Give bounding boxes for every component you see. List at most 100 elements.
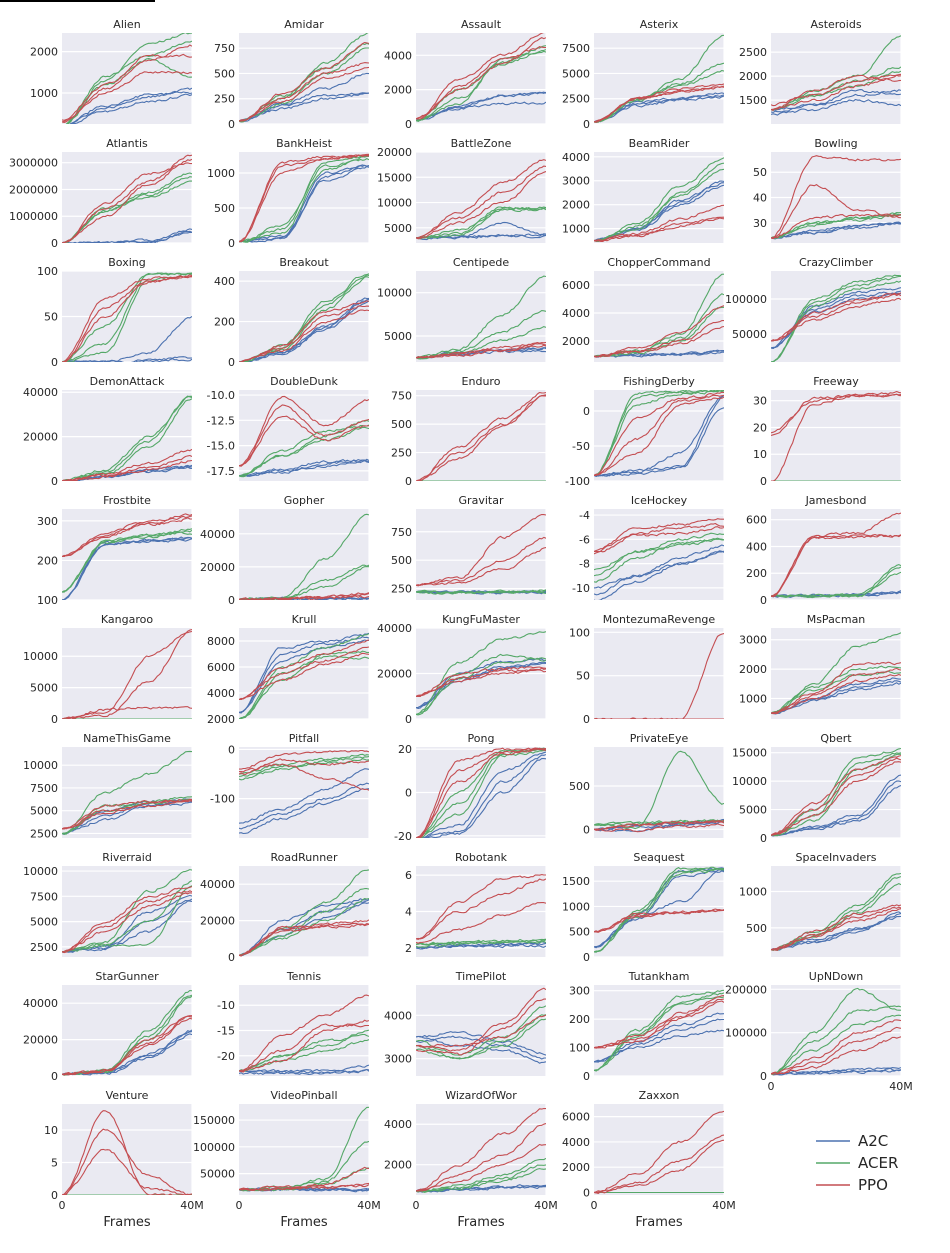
series-line-ppo xyxy=(239,404,369,467)
series-line-acer xyxy=(62,176,192,243)
series-line-ppo xyxy=(62,158,192,243)
subplot-fishingderby: 0 -50 -100 FishingDerby xyxy=(565,375,725,488)
y-tick-label: 2000 xyxy=(562,199,590,212)
series-line-a2c xyxy=(416,942,546,950)
subplot-montezumarevenge: 0 50 100 MontezumaRevenge xyxy=(569,613,725,726)
series-line-ppo xyxy=(594,394,724,476)
y-tick-label: 1000 xyxy=(739,692,767,705)
subplot-title: StarGunner xyxy=(95,970,159,983)
series-line-ppo xyxy=(416,343,546,359)
y-tick-label: 2000 xyxy=(739,70,767,83)
series-line-ppo xyxy=(416,546,546,587)
series-line-ppo xyxy=(771,293,901,342)
series-line-acer xyxy=(594,989,724,1072)
series-line-acer xyxy=(239,1039,369,1072)
y-tick-label: -15.0 xyxy=(207,440,235,453)
y-tick-label: 300 xyxy=(37,515,58,528)
y-tick-label: 100 xyxy=(569,1042,590,1055)
x-tick-label: 0 xyxy=(591,1199,598,1212)
y-tick-label: 0 xyxy=(583,405,590,418)
y-tick-label: 40000 xyxy=(200,528,235,541)
y-tick-label: 40 xyxy=(753,192,767,205)
series-line-a2c xyxy=(239,788,369,835)
y-tick-label: 5000 xyxy=(384,222,412,235)
y-tick-label: -10 xyxy=(572,582,590,595)
series-line-a2c xyxy=(416,91,546,122)
series-line-a2c xyxy=(594,550,724,600)
series-line-a2c xyxy=(62,358,192,362)
subplot-frostbite: 100 200 300 Frostbite xyxy=(37,494,193,607)
y-tick-label: 200 xyxy=(569,1013,590,1026)
series-line-a2c xyxy=(416,658,546,709)
y-tick-label: 5000 xyxy=(739,804,767,817)
series-line-acer xyxy=(416,207,546,240)
y-tick-label: 0 xyxy=(583,1070,590,1083)
series-line-acer xyxy=(239,633,369,719)
subplot-breakout: 0 200 400 Breakout xyxy=(214,256,370,369)
series-line-ppo xyxy=(771,757,901,836)
y-tick-label: 250 xyxy=(214,93,235,106)
series-line-a2c xyxy=(68,93,192,124)
series-line-acer xyxy=(416,50,546,122)
series-line-ppo xyxy=(771,673,901,714)
series-line-acer xyxy=(594,306,724,358)
series-line-a2c xyxy=(239,164,369,243)
y-tick-label: 750 xyxy=(391,390,412,403)
series-line-ppo xyxy=(771,761,901,836)
series-line-acer xyxy=(594,538,724,571)
series-line-ppo xyxy=(594,320,724,358)
series-line-acer xyxy=(239,897,369,957)
series-line-ppo xyxy=(62,513,192,558)
subplot-enduro: 0 250 500 750 Enduro xyxy=(391,375,547,488)
series-line-acer xyxy=(62,528,192,593)
y-tick-label: 200 xyxy=(746,567,767,580)
subplot-title: Breakout xyxy=(279,256,329,269)
series-line-acer xyxy=(594,532,724,577)
series-line-ppo xyxy=(594,995,724,1049)
y-tick-label: -6 xyxy=(579,533,590,546)
subplot-atlantis: 0 1000000 2000000 3000000 Atlantis xyxy=(9,137,193,250)
series-line-ppo xyxy=(62,275,192,362)
series-line-a2c xyxy=(239,632,369,714)
y-tick-label: 2000000 xyxy=(9,183,58,196)
series-line-acer xyxy=(594,162,724,242)
series-line-ppo xyxy=(594,823,724,833)
series-line-acer xyxy=(62,395,192,481)
y-tick-label: 2000 xyxy=(207,713,235,726)
series-line-acer xyxy=(416,1018,546,1060)
plot-area xyxy=(771,33,901,124)
x-axis-label: Frames xyxy=(457,1215,505,1230)
y-tick-label: 20000 xyxy=(200,561,235,574)
y-tick-label: 0 xyxy=(405,118,412,131)
series-line-ppo xyxy=(239,1019,369,1073)
y-tick-label: 500 xyxy=(391,554,412,567)
series-line-acer xyxy=(594,867,724,953)
y-tick-label: 20000 xyxy=(200,915,235,928)
series-line-acer xyxy=(771,1014,901,1076)
series-line-ppo xyxy=(416,669,546,697)
series-line-a2c xyxy=(771,780,901,836)
subplot-title: SpaceInvaders xyxy=(796,851,877,864)
series-line-acer xyxy=(771,280,901,362)
y-tick-label: 10 xyxy=(753,448,767,461)
y-tick-label: 500 xyxy=(214,67,235,80)
series-line-a2c xyxy=(416,754,546,838)
series-line-acer xyxy=(239,426,369,477)
series-line-ppo xyxy=(239,646,369,700)
subplot-title: MsPacman xyxy=(807,613,866,626)
series-line-ppo xyxy=(416,391,546,481)
series-line-ppo xyxy=(594,204,724,242)
y-tick-label: 2000 xyxy=(562,335,590,348)
series-line-acer xyxy=(594,390,724,476)
y-tick-label: -8 xyxy=(579,558,590,571)
subplot-title: Gopher xyxy=(284,494,325,507)
y-tick-label: 6000 xyxy=(562,279,590,292)
y-tick-label: 10000 xyxy=(732,775,767,788)
x-tick-label: 40M xyxy=(180,1199,204,1212)
subplot-pong: 20 0 -20 Pong xyxy=(394,732,547,843)
series-line-ppo xyxy=(771,297,901,342)
series-line-acer xyxy=(771,1005,901,1075)
subplot-tutankham: 0 100 200 300 Tutankham xyxy=(569,970,725,1083)
series-line-ppo xyxy=(62,706,192,719)
series-line-a2c xyxy=(62,316,192,362)
